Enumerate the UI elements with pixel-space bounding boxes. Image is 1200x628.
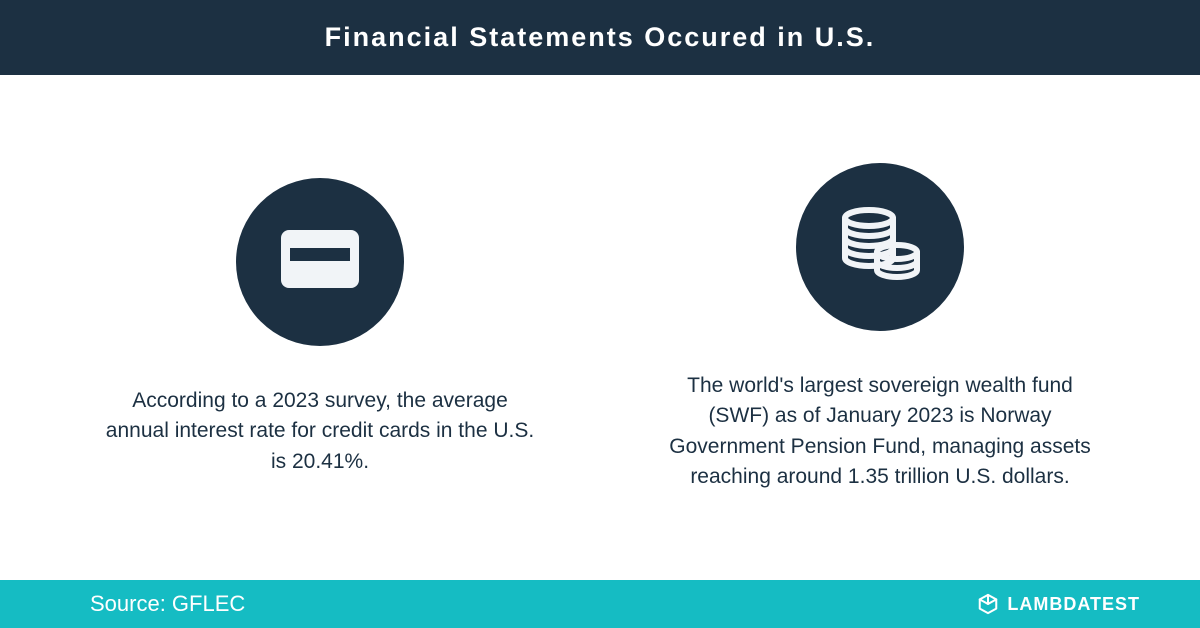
stat-text-2: The world's largest sovereign wealth fun… [660, 371, 1100, 493]
coin-stack-icon [837, 206, 923, 287]
lambdatest-icon [977, 593, 999, 615]
source-label: Source: GFLEC [90, 591, 245, 617]
brand-logo: LAMBDATEST [977, 593, 1140, 615]
brand-text: LAMBDATEST [1007, 594, 1140, 615]
icon-circle-1 [236, 178, 404, 346]
header-bar: Financial Statements Occured in U.S. [0, 0, 1200, 75]
footer-bar: Source: GFLEC LAMBDATEST [0, 580, 1200, 628]
stat-text-1: According to a 2023 survey, the average … [100, 386, 540, 477]
stat-card-1: According to a 2023 survey, the average … [100, 178, 540, 477]
credit-card-icon [281, 230, 359, 293]
content-area: According to a 2023 survey, the average … [0, 75, 1200, 580]
page-title: Financial Statements Occured in U.S. [0, 22, 1200, 53]
stat-card-2: The world's largest sovereign wealth fun… [660, 163, 1100, 493]
icon-circle-2 [796, 163, 964, 331]
